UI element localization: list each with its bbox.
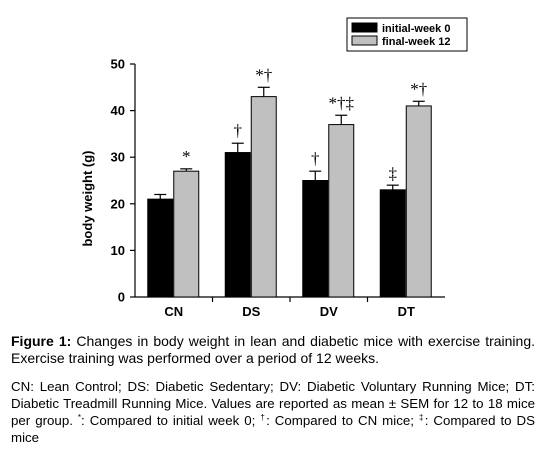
caption-text: Changes in body weight in lean and diabe… — [11, 333, 535, 366]
bar-chart: 0 10 20 30 40 50 body weight (g) CN * DS † *† DV † *†… — [80, 17, 468, 319]
bar-dt-initial — [379, 189, 406, 298]
y-axis-label: body weight (g) — [80, 150, 95, 246]
bar-dt-final — [405, 105, 432, 298]
figure-note: CN: Lean Control; DS: Diabetic Sedentary… — [11, 378, 535, 446]
y-tick-label: 30 — [111, 150, 125, 165]
bar-dv-initial — [302, 180, 329, 298]
chart-bars — [147, 86, 432, 298]
note-text-2: : Compared to initial week 0; — [81, 413, 261, 428]
note-symbol-dagger: † — [260, 413, 267, 422]
x-tick-label-cn: CN — [164, 304, 183, 319]
significance-marker: *† — [410, 79, 427, 98]
y-tick-label: 10 — [111, 243, 125, 258]
x-tick-label-ds: DS — [242, 304, 260, 319]
bar-dv-final — [328, 124, 355, 298]
legend-swatch — [351, 22, 378, 33]
significance-marker: † — [234, 121, 243, 140]
significance-marker: *†‡ — [329, 93, 355, 112]
figure-caption: Figure 1: Changes in body weight in lean… — [11, 333, 535, 367]
chart-labels: CN * DS † *† DV † *†‡ DT ‡ *† — [164, 65, 427, 319]
x-tick-label-dt: DT — [398, 304, 415, 319]
y-tick-label: 0 — [118, 290, 125, 305]
note-text-1: CN: Lean Control; DS: Diabetic Sedentary… — [11, 379, 535, 428]
bar-cn-final — [173, 170, 200, 298]
y-tick-label: 40 — [111, 103, 125, 118]
y-tick-label: 50 — [111, 57, 125, 72]
legend-label: initial-week 0 — [382, 23, 450, 35]
significance-marker: *† — [255, 65, 272, 84]
note-text-3: : Compared to CN mice; — [266, 413, 419, 428]
note-text-4: : Compared to DS mice — [11, 413, 536, 445]
bar-ds-initial — [224, 152, 251, 298]
y-tick-label: 20 — [111, 196, 125, 211]
bar-ds-final — [250, 96, 277, 298]
legend-swatch — [351, 35, 378, 46]
legend-label: final-week 12 — [382, 36, 450, 48]
bar-cn-initial — [147, 198, 174, 298]
x-tick-label-dv: DV — [320, 304, 338, 319]
significance-marker: † — [311, 149, 320, 168]
significance-marker: ‡ — [389, 164, 398, 183]
note-symbol-double-dagger: ‡ — [418, 413, 425, 422]
significance-marker: * — [182, 147, 191, 166]
note-symbol-asterisk: * — [77, 413, 82, 422]
caption-label: Figure 1: — [11, 333, 72, 349]
